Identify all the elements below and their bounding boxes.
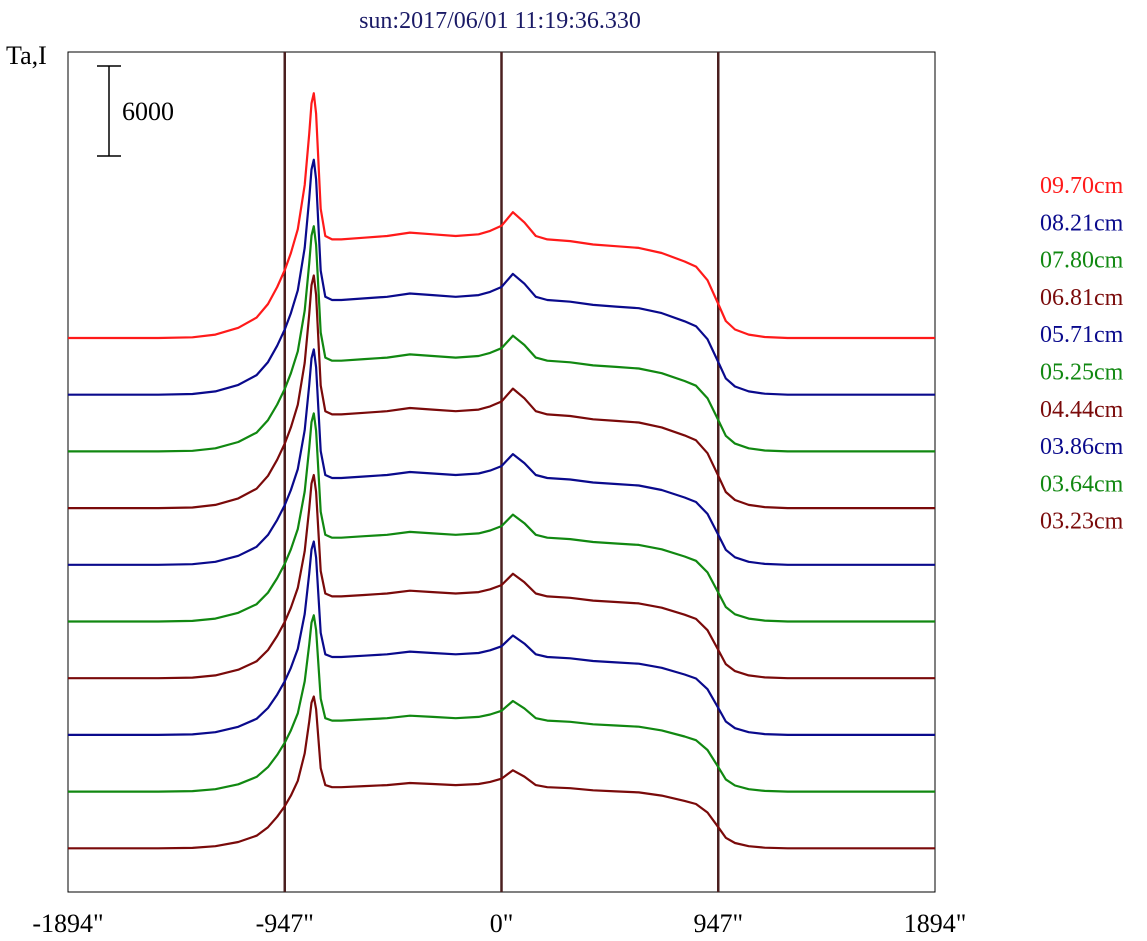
series-line-09.70cm [68, 92, 935, 340]
chart-title: sun:2017/06/01 11:19:36.330 [359, 8, 641, 34]
x-tick-label-4: 1894" [904, 909, 967, 938]
legend: 09.70cm 08.21cm 07.80cm 06.81cm 05.71cm 05.25… [1040, 173, 1124, 535]
series-line-03.86cm [68, 540, 935, 736]
series-line-05.71cm [68, 348, 935, 566]
legend-item-07.80cm: 07.80cm [1040, 248, 1124, 274]
series-line-06.81cm [68, 274, 935, 510]
scale-bar: 6000 [97, 65, 174, 157]
x-tick-label-1: -947" [256, 909, 314, 938]
series-line-05.25cm [68, 412, 935, 623]
x-tick-label-0: -1894" [32, 909, 103, 938]
x-tick-label-3: 947" [693, 909, 743, 938]
series-group [68, 92, 935, 850]
legend-item-08.21cm: 08.21cm [1040, 210, 1124, 236]
series-line-03.64cm [68, 614, 935, 793]
y-axis-label: Ta,I [6, 41, 47, 70]
series-line-08.21cm [68, 158, 935, 396]
series-line-07.80cm [68, 225, 935, 453]
series-line-03.23cm [68, 695, 935, 850]
legend-item-05.25cm: 05.25cm [1040, 360, 1124, 386]
legend-item-06.81cm: 06.81cm [1040, 285, 1124, 311]
series-line-04.44cm [68, 473, 935, 680]
x-tick-label-2: 0" [490, 909, 514, 938]
scale-bar-label: 6000 [122, 97, 174, 126]
legend-item-05.71cm: 05.71cm [1040, 322, 1124, 348]
legend-item-03.64cm: 03.64cm [1040, 471, 1124, 497]
legend-item-03.23cm: 03.23cm [1040, 509, 1124, 535]
legend-item-04.44cm: 04.44cm [1040, 397, 1124, 423]
legend-item-03.86cm: 03.86cm [1040, 434, 1124, 460]
vertical-lines [283, 52, 720, 892]
legend-item-09.70cm: 09.70cm [1040, 173, 1124, 199]
x-tick-labels: -1894" -947" 0" 947" 1894" [32, 909, 966, 938]
